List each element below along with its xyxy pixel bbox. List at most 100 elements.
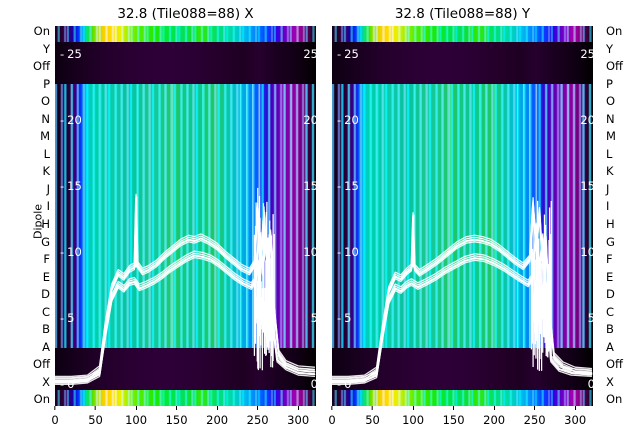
band-lower-dark-y	[332, 348, 593, 390]
category-tick-left-11: H	[41, 217, 50, 232]
category-tick-left-9: J	[46, 181, 50, 196]
x-tick-label: 50	[88, 413, 103, 427]
x-tick-200: 200	[483, 406, 505, 427]
category-axis-left: On Y Off P O N M L K J I H G F E D C B A Off X On	[16, 24, 50, 406]
x-tick-label: 150	[165, 413, 188, 427]
category-axis-right: On Y Off P O N M L K J I H G F E D C B A Off X On	[606, 25, 640, 407]
category-tick-right-17: B	[606, 322, 614, 337]
band-main-x	[55, 84, 316, 348]
category-tick-right-14: E	[606, 269, 614, 284]
spectrogram-panel-x[interactable]	[55, 26, 316, 406]
spectrogram-panel-y[interactable]	[332, 26, 593, 406]
category-tick-left-15: D	[41, 287, 50, 302]
x-tick-label: 250	[246, 413, 269, 427]
category-tick-right-20: X	[606, 374, 614, 389]
band-upper-dark-y	[332, 42, 593, 84]
category-tick-left-14: E	[42, 269, 50, 284]
band-bottom-bright-y	[332, 390, 593, 406]
category-tick-left-17: B	[42, 322, 50, 337]
spectral-streak-5	[239, 84, 241, 348]
category-tick-right-7: L	[606, 146, 613, 161]
x-tick-label: 0	[51, 413, 59, 427]
category-tick-left-19: Off	[33, 357, 50, 372]
x-tick-mark	[331, 406, 333, 410]
category-tick-left-0: On	[33, 24, 50, 38]
x-tick-mark	[54, 406, 56, 410]
x-tick-label: 300	[287, 413, 310, 427]
category-tick-left-20: X	[42, 374, 50, 389]
spectral-streak-6	[246, 84, 248, 348]
x-tick-label: 100	[125, 413, 148, 427]
spectral-streak-1	[137, 84, 139, 348]
x-tick-mark	[257, 406, 259, 410]
x-tick-mark	[534, 406, 536, 410]
spectral-streak-5	[516, 84, 518, 348]
x-tick-label: 200	[206, 413, 229, 427]
category-tick-right-1: Y	[606, 41, 614, 56]
x-tick-0: 0	[328, 406, 336, 427]
category-tick-right-2: Off	[606, 59, 623, 74]
category-tick-left-3: P	[43, 76, 50, 91]
x-tick-mark	[135, 406, 137, 410]
x-tick-mark	[176, 406, 178, 410]
x-tick-50: 50	[88, 406, 103, 427]
category-tick-left-5: N	[41, 111, 50, 126]
x-tick-mark	[574, 406, 576, 410]
x-tick-mark	[95, 406, 97, 410]
category-tick-right-16: C	[606, 304, 615, 319]
x-tick-50: 50	[365, 406, 380, 427]
spectral-streak-4	[216, 84, 218, 348]
category-tick-right-12: G	[606, 234, 615, 249]
x-tick-label: 50	[365, 413, 380, 427]
category-tick-right-4: O	[606, 94, 616, 109]
category-tick-right-21: On	[606, 392, 623, 407]
spectral-streak-6	[523, 84, 525, 348]
category-tick-right-11: H	[606, 217, 615, 232]
spectral-streak-7	[529, 84, 531, 348]
x-axis-panel-y: 0 50 100 150 200 250 300	[328, 406, 593, 436]
category-tick-right-5: N	[606, 111, 615, 126]
band-top-bright-y	[332, 26, 593, 42]
x-tick-100: 100	[125, 406, 147, 427]
category-tick-right-6: M	[606, 129, 616, 144]
category-tick-right-18: A	[606, 339, 614, 354]
band-top-bright-x	[55, 26, 316, 42]
x-tick-mark	[493, 406, 495, 410]
x-tick-label: 150	[442, 413, 465, 427]
x-tick-mark	[372, 406, 374, 410]
category-tick-left-16: C	[41, 304, 50, 319]
category-tick-left-18: A	[42, 339, 50, 354]
category-tick-right-9: J	[606, 181, 610, 196]
x-tick-300: 300	[564, 406, 586, 427]
x-tick-mark	[216, 406, 218, 410]
x-tick-0: 0	[51, 406, 59, 427]
spectral-streak-3	[479, 84, 481, 348]
category-tick-left-4: O	[40, 94, 50, 109]
category-tick-left-13: F	[43, 252, 50, 267]
x-tick-250: 250	[524, 406, 546, 427]
category-tick-left-2: Off	[33, 59, 50, 74]
spectral-streak-2	[172, 84, 175, 348]
spectrogram-bands-x	[55, 26, 316, 406]
x-tick-mark	[453, 406, 455, 410]
category-tick-left-6: M	[40, 129, 50, 144]
x-tick-label: 300	[564, 413, 587, 427]
spectral-streak-0	[100, 84, 102, 348]
category-tick-right-8: K	[606, 164, 614, 179]
x-tick-label: 200	[483, 413, 506, 427]
category-tick-right-10: I	[606, 199, 610, 214]
panel-title-y: 32.8 (Tile088=88) Y	[394, 6, 531, 22]
x-tick-150: 150	[166, 406, 188, 427]
x-tick-100: 100	[402, 406, 424, 427]
x-tick-label: 100	[402, 413, 425, 427]
spectral-streak-8	[258, 84, 260, 348]
category-tick-right-3: P	[606, 76, 613, 91]
band-lower-dark-x	[55, 348, 316, 390]
category-tick-left-12: G	[41, 234, 50, 249]
band-main-y	[332, 84, 593, 348]
spectral-streak-3	[202, 84, 204, 348]
category-tick-left-1: Y	[42, 41, 50, 56]
x-axis-panel-x: 0 50 100 150 200 250 300	[51, 406, 316, 436]
panel-title-x: 32.8 (Tile088=88) X	[117, 6, 254, 22]
